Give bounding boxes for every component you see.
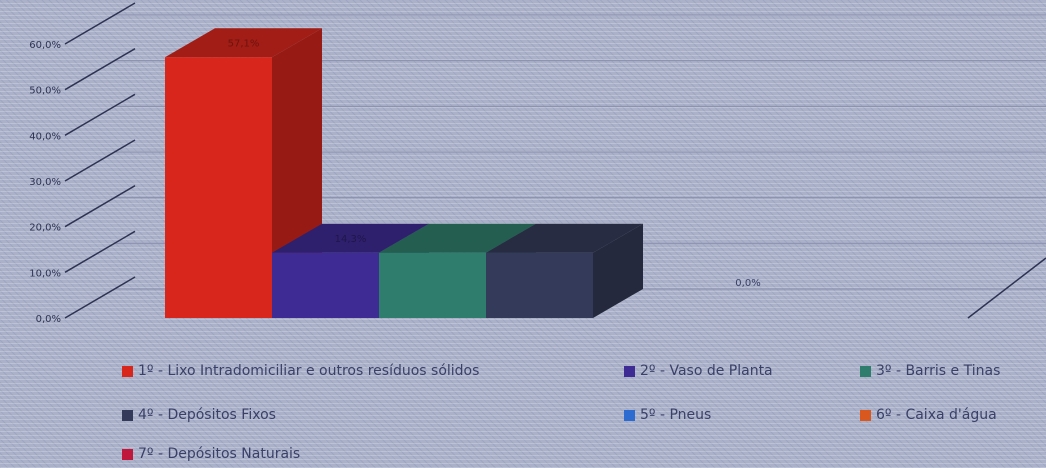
legend-label: 2º - Vaso de Planta: [640, 363, 773, 379]
y-tick-label: 0,0%: [36, 314, 61, 325]
legend-item: 5º - Pneus: [624, 407, 711, 423]
bar: [165, 57, 272, 318]
data-label: 57,1%: [228, 39, 260, 50]
legend-item: 2º - Vaso de Planta: [624, 363, 773, 379]
data-label: 0,0%: [735, 278, 760, 289]
legend-item: 7º - Depósitos Naturais: [122, 446, 300, 462]
bar-top: [486, 223, 643, 253]
y-tick-label: 10,0%: [29, 268, 61, 279]
legend-item: 6º - Caixa d'água: [860, 407, 997, 423]
y-axis-tick: [64, 2, 136, 45]
bar-top: [272, 223, 429, 253]
bar-top: [165, 28, 322, 58]
y-tick-label: 50,0%: [29, 86, 61, 97]
y-axis-tick: [64, 185, 136, 228]
legend-label: 4º - Depósitos Fixos: [138, 407, 276, 423]
legend-swatch: [624, 409, 635, 421]
chart-area: 0,0% 10,0% 20,0% 30,0% 40,0% 50,0% 60,0% 57,1% 1…: [29, 2, 1046, 325]
legend-item: 4º - Depósitos Fixos: [122, 407, 276, 423]
legend-label: 3º - Barris e Tinas: [876, 363, 1001, 379]
y-axis-tick: [64, 230, 136, 273]
legend-label: 7º - Depósitos Naturais: [138, 446, 301, 462]
axis-diagonal: [967, 257, 1046, 319]
y-axis-tick: [64, 139, 136, 182]
legend-swatch: [122, 409, 133, 421]
y-tick-label: 60,0%: [29, 40, 61, 51]
bar-top: [379, 223, 536, 253]
bar: [379, 252, 486, 318]
bar: [272, 252, 379, 318]
legend-label: 6º - Caixa d'água: [876, 407, 997, 423]
y-tick-label: 20,0%: [29, 223, 61, 234]
legend-swatch: [122, 365, 133, 377]
y-tick-label: 30,0%: [29, 177, 61, 188]
legend-swatch: [122, 448, 133, 460]
legend-label: 1º - Lixo Intradomiciliar e outros resíd…: [138, 363, 480, 379]
y-axis-tick: [64, 276, 136, 319]
legend-label: 5º - Pneus: [640, 407, 712, 423]
legend: 1º - Lixo Intradomiciliar e outros resíd…: [0, 355, 1046, 468]
bar-side: [593, 223, 643, 318]
legend-swatch: [624, 365, 635, 377]
y-tick-label: 40,0%: [29, 131, 61, 142]
bar: [486, 252, 593, 318]
legend-swatch: [860, 409, 871, 421]
legend-swatch: [860, 365, 871, 377]
y-axis-tick: [64, 48, 136, 91]
data-label: 14,3%: [335, 234, 367, 245]
y-axis-tick: [64, 93, 136, 136]
legend-item: 3º - Barris e Tinas: [860, 363, 1000, 379]
legend-item: 1º - Lixo Intradomiciliar e outros resíd…: [122, 363, 479, 379]
